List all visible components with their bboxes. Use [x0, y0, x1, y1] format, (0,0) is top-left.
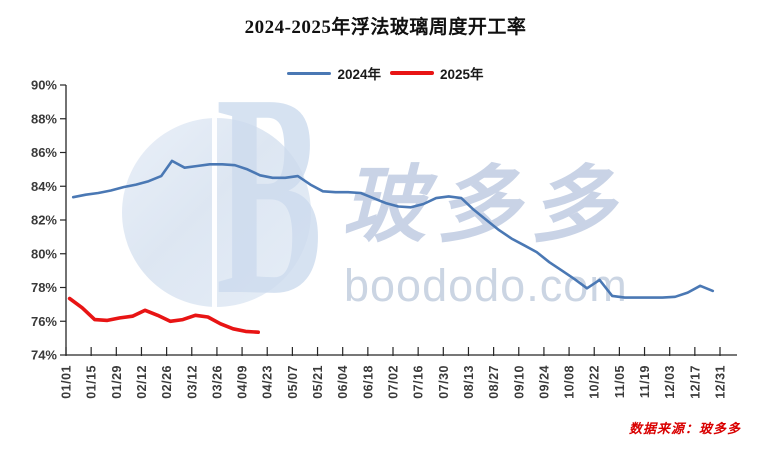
- legend: 2024年 2025年: [0, 63, 771, 83]
- x-tick-label: 09/24: [537, 365, 551, 399]
- x-tick-label: 11/05: [613, 365, 627, 398]
- legend-label-2025: 2025年: [440, 67, 484, 82]
- x-tick-label: 03/26: [210, 365, 224, 399]
- y-tick-label: 76%: [31, 314, 57, 329]
- x-tick-label: 10/08: [563, 365, 577, 399]
- x-tick-label: 03/12: [185, 365, 199, 399]
- chart-title: 2024-2025年浮法玻璃周度开工率: [244, 17, 527, 38]
- x-tick-label: 05/07: [286, 365, 300, 399]
- x-tick-label: 06/04: [336, 365, 350, 399]
- y-tick-label: 82%: [31, 213, 57, 228]
- x-tick-label: 08/27: [487, 365, 501, 399]
- series-line-2025年: [67, 296, 261, 335]
- x-tick-label: 04/09: [236, 365, 250, 399]
- x-tick-label: 12/31: [714, 365, 728, 399]
- x-tick-label: 04/23: [261, 365, 275, 399]
- y-tick-label: 86%: [31, 145, 57, 160]
- legend-line-swatch-2024: [287, 71, 332, 75]
- x-tick-label: 07/30: [437, 365, 451, 399]
- y-tick-label: 88%: [31, 111, 57, 126]
- y-tick-label: 78%: [31, 280, 57, 295]
- x-tick-label: 01/15: [85, 365, 99, 399]
- x-tick-label: 01/01: [60, 365, 74, 399]
- x-tick-label: 11/19: [638, 365, 652, 398]
- x-tick-label: 07/02: [387, 365, 401, 399]
- x-tick-label: 01/29: [110, 365, 124, 399]
- x-tick-label: 05/21: [311, 365, 325, 399]
- x-tick-label: 10/22: [588, 365, 602, 399]
- legend-item-2024: 2024年: [287, 63, 381, 83]
- x-tick-label: 06/18: [361, 365, 375, 399]
- legend-label-2024: 2024年: [337, 67, 381, 82]
- x-tick-label: 12/17: [688, 365, 702, 399]
- y-tick-label: 74%: [31, 348, 57, 363]
- x-tick-label: 07/16: [412, 365, 426, 399]
- series-line-2024年: [71, 159, 715, 299]
- legend-line-swatch-2025: [390, 71, 434, 75]
- y-tick-label: 90%: [31, 78, 57, 93]
- y-tick-label: 80%: [31, 246, 57, 261]
- x-tick-label: 02/26: [160, 365, 174, 399]
- x-tick-label: 08/13: [462, 365, 476, 399]
- legend-item-2025: 2025年: [390, 63, 484, 83]
- x-tick-label: 02/12: [135, 365, 149, 399]
- y-tick-label: 84%: [31, 179, 57, 194]
- x-tick-label: 12/03: [663, 365, 677, 399]
- source-note: 数据来源：玻多多: [628, 421, 741, 436]
- x-tick-label: 09/10: [512, 365, 526, 399]
